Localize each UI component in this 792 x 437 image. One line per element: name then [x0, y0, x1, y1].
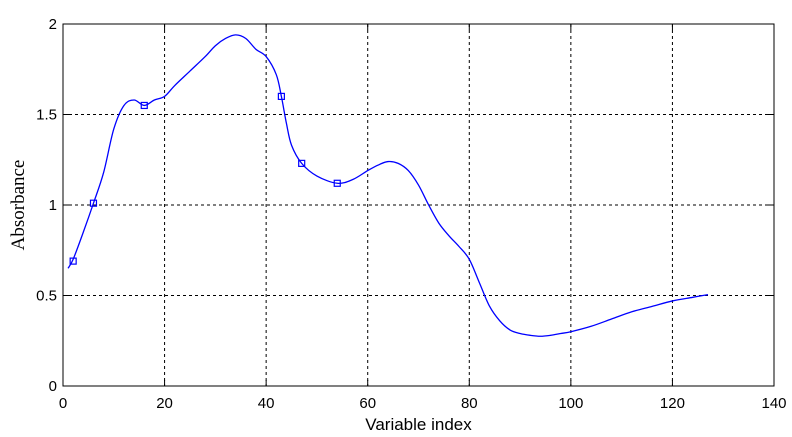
grid	[63, 24, 774, 386]
x-axis-title: Variable index	[365, 415, 472, 434]
x-tick-label: 0	[59, 395, 67, 412]
y-tick-label: 2	[49, 16, 57, 33]
data-point-marker	[140, 101, 148, 110]
x-tick-label: 20	[156, 395, 173, 412]
data-point-marker	[298, 159, 306, 167]
series-line	[67, 34, 709, 337]
x-tick-label: 140	[761, 395, 786, 412]
data-point-marker	[69, 257, 77, 265]
tick-labels: 0 20 40 60 80 100 120 140 0 0.5 1 1.5 2	[36, 16, 786, 412]
x-tick-label: 120	[660, 395, 685, 412]
x-tick-label: 60	[359, 395, 376, 412]
y-axis-title: Absorbance	[8, 160, 29, 251]
data-point-marker	[333, 179, 341, 187]
axes	[62, 23, 775, 387]
y-tick-label: 1	[49, 197, 57, 214]
data-point-marker	[277, 92, 285, 101]
x-tick-label: 100	[558, 395, 583, 412]
x-tick-label: 40	[258, 395, 275, 412]
series	[67, 34, 709, 337]
y-tick-label: 1.5	[36, 107, 57, 124]
x-tick-label: 80	[461, 395, 478, 412]
data-point-marker	[89, 199, 98, 207]
y-tick-label: 0.5	[36, 288, 57, 305]
y-tick-label: 0	[49, 378, 57, 395]
